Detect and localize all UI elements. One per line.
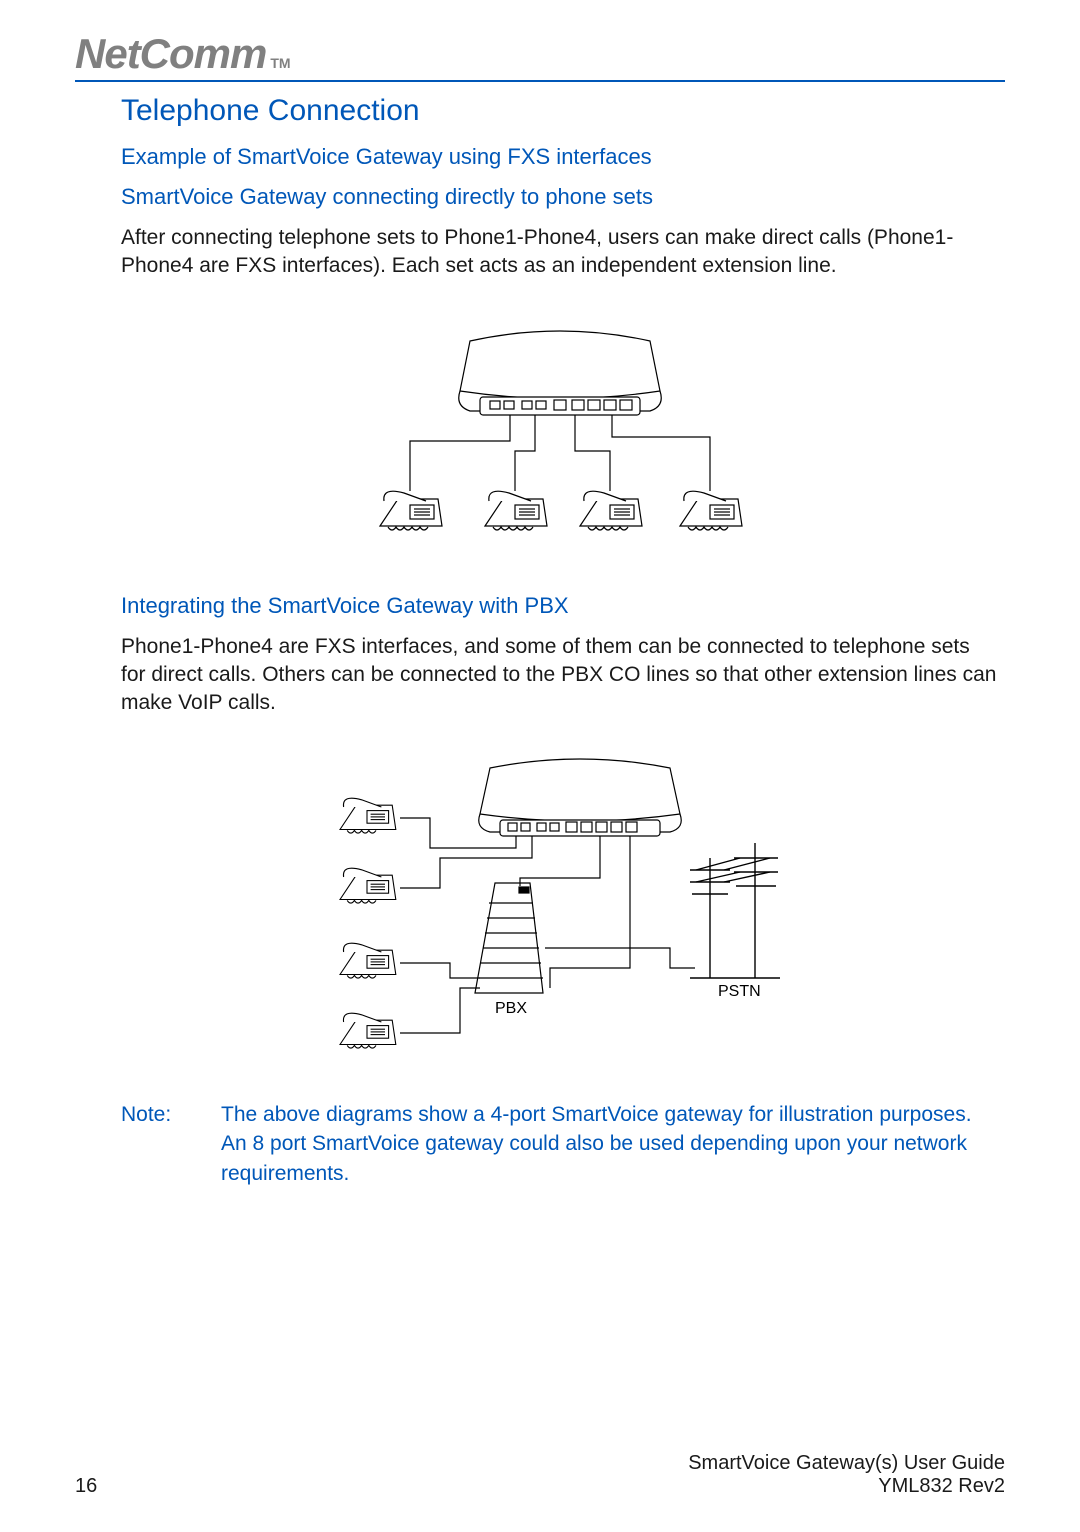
page-footer: 16 SmartVoice Gateway(s) User Guide YML8… (75, 1452, 1005, 1498)
page-content: Telephone Connection Example of SmartVoi… (75, 94, 1005, 1188)
subsection-heading-a: SmartVoice Gateway connecting directly t… (121, 184, 999, 210)
paragraph-1: After connecting telephone sets to Phone… (121, 224, 999, 281)
pstn-label: PSTN (718, 983, 761, 1000)
diagram-2: PBX PSTN (121, 748, 999, 1078)
footer-revision: YML832 Rev2 (688, 1475, 1005, 1498)
page-number: 16 (75, 1475, 97, 1498)
diagram-1 (121, 311, 999, 571)
page-title: Telephone Connection (121, 94, 999, 128)
pbx-label: PBX (495, 1000, 527, 1017)
footer-guide-title: SmartVoice Gateway(s) User Guide (688, 1452, 1005, 1475)
brand-logo: NetComm (75, 30, 266, 78)
gateway-phones-diagram-icon (350, 311, 770, 571)
brand-header: NetComm TM (75, 30, 1005, 78)
note-text: The above diagrams show a 4-port SmartVo… (221, 1100, 999, 1188)
header-rule (75, 80, 1005, 82)
trademark-symbol: TM (270, 55, 290, 71)
gateway-pbx-pstn-diagram-icon: PBX PSTN (300, 748, 820, 1078)
subsection-heading-b: Integrating the SmartVoice Gateway with … (121, 593, 999, 619)
paragraph-2: Phone1-Phone4 are FXS interfaces, and so… (121, 633, 999, 718)
section-heading: Example of SmartVoice Gateway using FXS … (121, 144, 999, 170)
note-block: Note: The above diagrams show a 4-port S… (121, 1100, 999, 1188)
note-label: Note: (121, 1100, 221, 1188)
footer-right: SmartVoice Gateway(s) User Guide YML832 … (688, 1452, 1005, 1498)
